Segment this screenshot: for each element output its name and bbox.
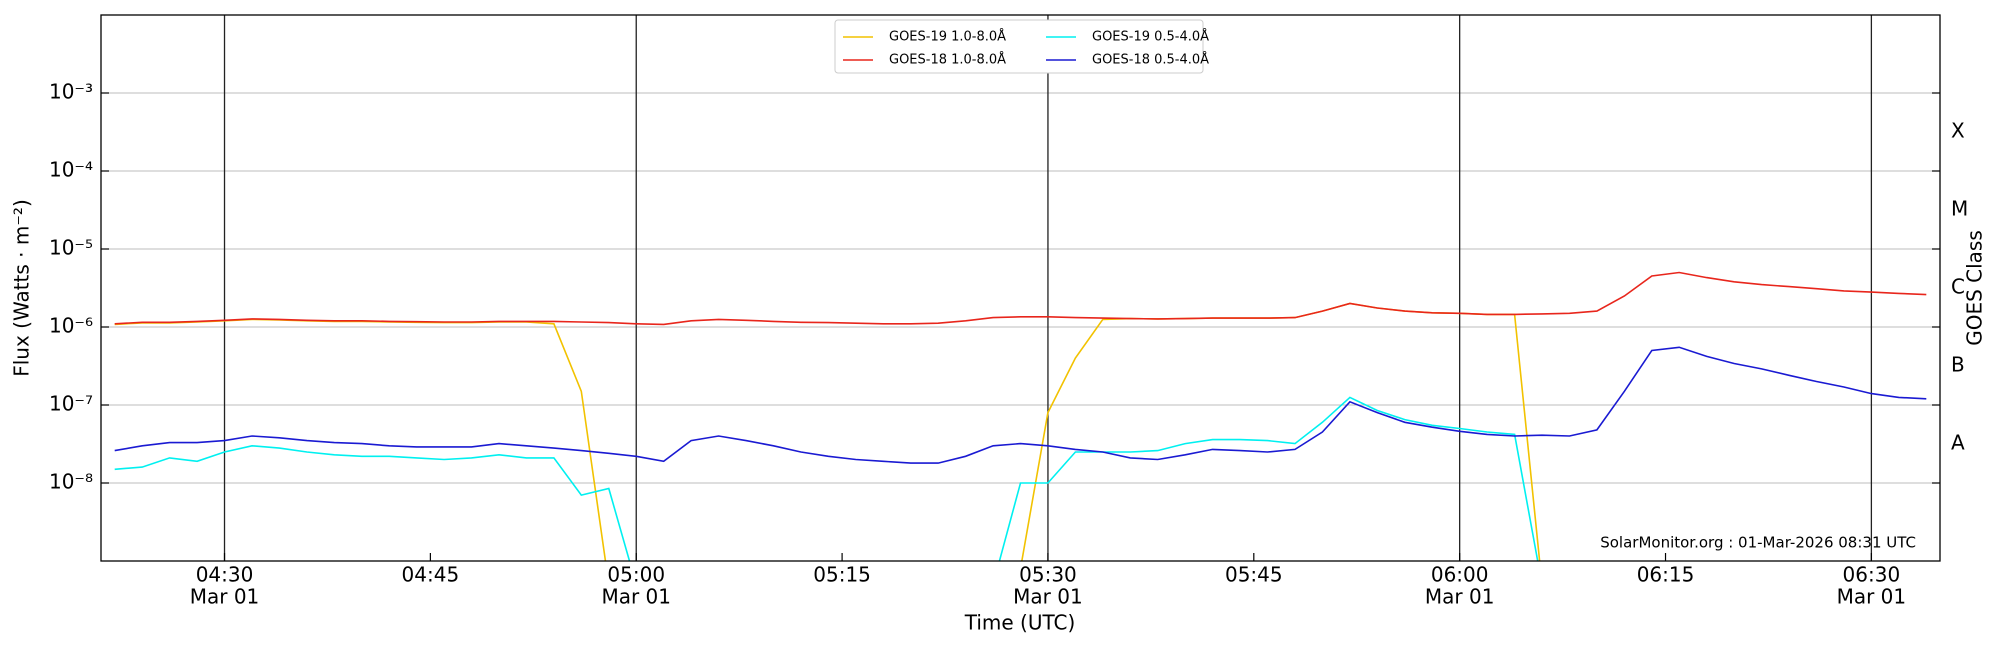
series-line (114, 302, 1541, 561)
x-tick-sublabel: Mar 01 (601, 585, 671, 609)
y-tick-label: 10⁻³ (49, 80, 93, 104)
legend-label: GOES-18 0.5-4.0Å (1092, 52, 1209, 68)
x-tick-sublabel: Mar 01 (1013, 585, 1083, 609)
series-line (114, 346, 1927, 464)
y2-tick-label: C (1951, 275, 1965, 299)
y2-tick-label: M (1951, 197, 1968, 221)
x-axis-label: Time (UTC) (964, 611, 1076, 635)
y-tick-label: 10⁻⁵ (49, 236, 93, 260)
y-tick-label: 10⁻⁸ (49, 470, 93, 494)
y-tick-label: 10⁻⁴ (49, 158, 93, 182)
plot-frame (100, 14, 1941, 562)
x-tick-sublabel: Mar 01 (1425, 585, 1495, 609)
x-tick-label: 06:00 (1431, 563, 1489, 587)
y-axis-label: Flux (Watts · m⁻²) (10, 199, 34, 377)
legend-label: GOES-18 1.0-8.0Å (889, 52, 1006, 68)
y-tick-label: 10⁻⁶ (49, 314, 93, 338)
legend-box (834, 19, 1204, 74)
x-tick-label: 04:45 (402, 563, 460, 587)
x-tick-label: 06:30 (1843, 563, 1901, 587)
series-line (114, 271, 1927, 326)
legend-label: GOES-19 1.0-8.0Å (889, 29, 1006, 45)
x-tick-label: 06:15 (1637, 563, 1695, 587)
y2-tick-label: A (1951, 431, 1965, 455)
x-tick-label: 05:15 (813, 563, 871, 587)
y2-axis-label: GOES Class (1963, 230, 1987, 346)
x-tick-label: 05:45 (1225, 563, 1283, 587)
annotation: SolarMonitor.org : 01-Mar-2026 08:31 UTC (1600, 534, 1916, 552)
legend-label: GOES-19 0.5-4.0Å (1092, 29, 1209, 45)
x-tick-label: 05:30 (1019, 563, 1077, 587)
y2-tick-label: X (1951, 119, 1965, 143)
x-tick-sublabel: Mar 01 (190, 585, 260, 609)
x-tick-sublabel: Mar 01 (1837, 585, 1907, 609)
x-tick-label: 04:30 (196, 563, 254, 587)
y-tick-label: 10⁻⁷ (49, 392, 93, 416)
plot-lines (114, 271, 1927, 561)
y2-tick-label: B (1951, 353, 1965, 377)
x-tick-label: 05:00 (607, 563, 665, 587)
series-line (114, 396, 1539, 561)
